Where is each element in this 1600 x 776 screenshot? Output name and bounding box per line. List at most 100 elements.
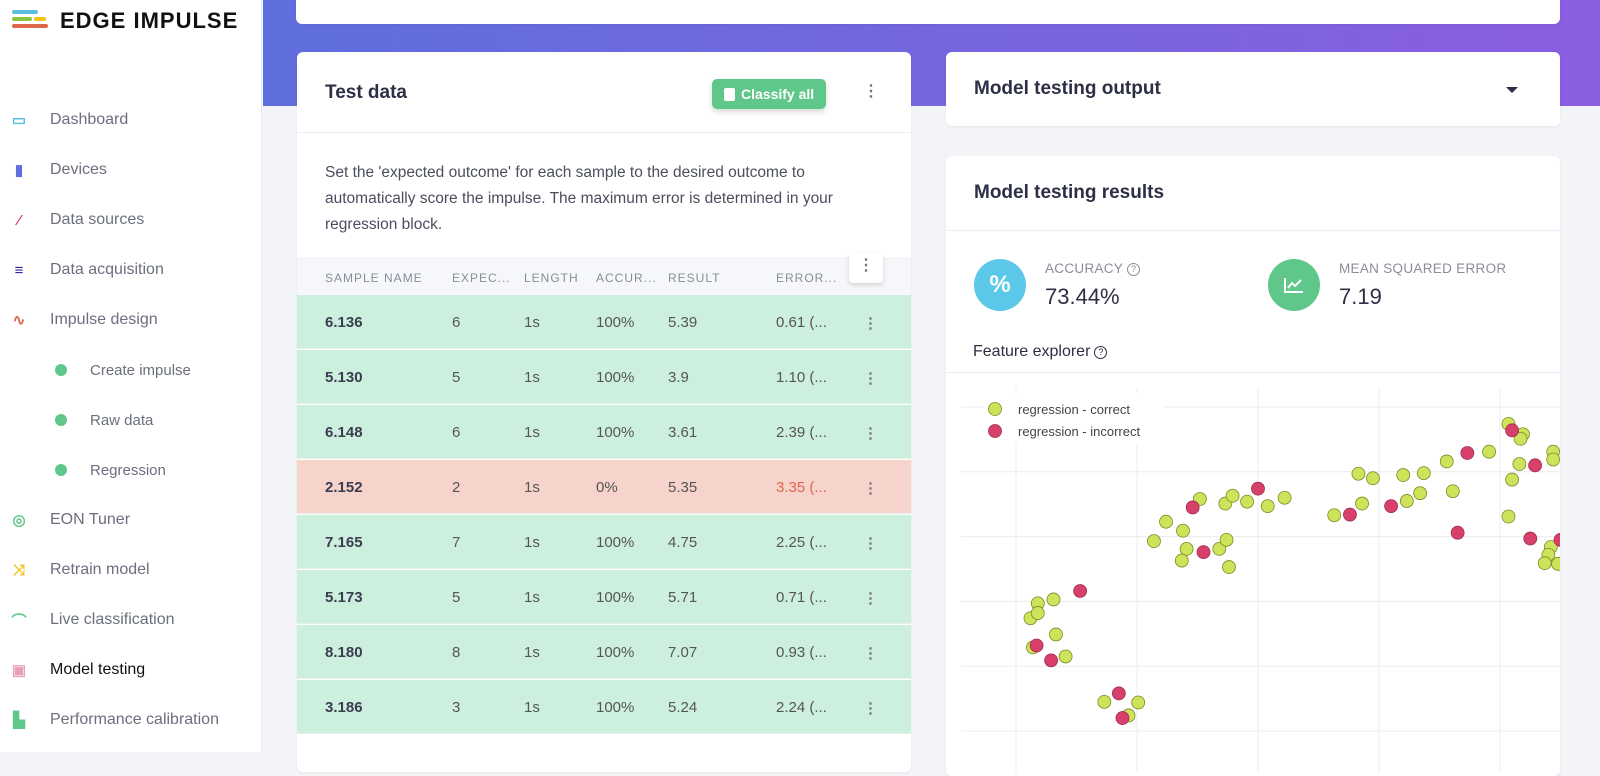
column-header-error[interactable]: ERROR...	[776, 271, 838, 285]
cell-name: 6.148	[325, 424, 363, 441]
sidebar-item-label: Impulse design	[50, 311, 158, 328]
classify-all-label: Classify all	[741, 86, 815, 102]
caret-down-icon[interactable]	[1506, 87, 1518, 93]
sidebar-item-retrain-model[interactable]: ⤨ Retrain model	[0, 550, 262, 590]
data-point-correct	[1225, 488, 1240, 503]
sidebar-item-regression[interactable]: Regression	[0, 450, 262, 490]
compass-icon: ◎	[12, 512, 26, 529]
data-point-correct	[1176, 523, 1190, 538]
sidebar-item-data-sources[interactable]: ⁄ Data sources	[0, 200, 262, 240]
test-data-menu-icon[interactable]: ⋮	[863, 83, 879, 100]
cell-result: 5.35	[668, 479, 698, 496]
row-menu-icon[interactable]: ⋮	[863, 480, 878, 497]
cell-accuracy: 100%	[596, 534, 635, 551]
row-menu-icon[interactable]: ⋮	[863, 535, 878, 552]
table-row[interactable]: 3.186 3 1s 100% 5.24 2.24 (... ⋮	[297, 680, 911, 734]
cell-accuracy: 100%	[596, 314, 635, 331]
data-point-correct	[1399, 494, 1414, 508]
row-menu-icon[interactable]: ⋮	[863, 590, 878, 607]
cell-length: 1s	[524, 644, 540, 661]
table-row[interactable]: 5.130 5 1s 100% 3.9 1.10 (... ⋮	[297, 350, 911, 404]
cell-name: 3.186	[325, 699, 363, 716]
sidebar-item-eon-tuner[interactable]: ◎ EON Tuner	[0, 500, 262, 540]
data-point-correct	[1131, 695, 1146, 710]
sidebar-item-model-testing[interactable]: ▣ Model testing	[0, 650, 262, 690]
sidebar-item-create-impulse[interactable]: Create impulse	[0, 350, 262, 390]
table-row[interactable]: 6.136 6 1s 100% 5.39 0.61 (... ⋮	[297, 295, 911, 349]
row-menu-icon[interactable]: ⋮	[863, 370, 878, 387]
cell-name: 8.180	[325, 644, 363, 661]
data-point-correct	[1058, 649, 1073, 664]
classify-all-button[interactable]: Classify all	[712, 79, 827, 109]
sidebar-item-performance-calibration[interactable]: ▙ Performance calibration	[0, 700, 262, 740]
model-testing-results-card: Model testing results % ACCURACY? 73.44%…	[946, 156, 1560, 776]
columns-menu-icon[interactable]: ⋮	[849, 253, 883, 283]
column-header-expected[interactable]: EXPEC...	[452, 271, 511, 285]
cell-length: 1s	[524, 589, 540, 606]
row-menu-icon[interactable]: ⋮	[863, 700, 878, 717]
data-point-incorrect	[1185, 500, 1200, 515]
model-testing-results-title: Model testing results	[974, 182, 1165, 203]
data-point-correct	[1512, 457, 1527, 471]
line-chart-icon	[1268, 259, 1320, 311]
brand-logo[interactable]: EDGE IMPULSE	[12, 8, 238, 34]
divider	[946, 230, 1560, 231]
cell-length: 1s	[524, 424, 540, 441]
cell-result: 3.9	[668, 369, 689, 386]
table-row[interactable]: 5.173 5 1s 100% 5.71 0.71 (... ⋮	[297, 570, 911, 624]
cell-accuracy: 0%	[596, 479, 618, 496]
row-menu-icon[interactable]: ⋮	[863, 645, 878, 662]
sidebar-item-live-classification[interactable]: ⌒ Live classification	[0, 600, 262, 640]
data-point-correct	[1097, 694, 1112, 709]
shuffle-icon: ⤨	[12, 561, 25, 579]
column-header-accuracy[interactable]: ACCUR...	[596, 271, 657, 285]
data-point-correct	[1212, 542, 1227, 556]
feature-explorer-title: Feature explorer?	[973, 343, 1108, 361]
data-point-incorrect	[1111, 686, 1126, 701]
column-header-sample-name[interactable]: SAMPLE NAME	[325, 271, 423, 285]
sidebar-item-devices[interactable]: ▮ Devices	[0, 150, 262, 190]
sidebar-item-data-acquisition[interactable]: ≡ Data acquisition	[0, 250, 262, 290]
sidebar-item-label: Model testing	[50, 661, 146, 678]
table-row[interactable]: 7.165 7 1s 100% 4.75 2.25 (... ⋮	[297, 515, 911, 569]
database-icon: ≡	[14, 261, 24, 279]
magic-wand-icon: ⁄	[17, 211, 21, 229]
data-point-incorrect	[1505, 423, 1519, 438]
accuracy-label: ACCURACY?	[1045, 261, 1141, 276]
feature-explorer-chart[interactable]: regression - correct regression - incorre…	[946, 373, 1560, 773]
data-point-incorrect	[1384, 499, 1399, 514]
cell-name: 5.130	[325, 369, 363, 386]
data-point-incorrect	[1115, 711, 1130, 725]
sidebar-item-raw-data[interactable]: Raw data	[0, 400, 262, 440]
table-row[interactable]: 8.180 8 1s 100% 7.07 0.93 (... ⋮	[297, 625, 911, 679]
legend-background	[984, 393, 1164, 443]
data-point-incorrect	[1251, 481, 1265, 496]
help-icon[interactable]: ?	[1127, 263, 1141, 276]
table-row[interactable]: 2.152 2 1s 0% 5.35 3.35 (... ⋮	[297, 460, 911, 514]
monitor-icon: ▭	[11, 112, 27, 129]
help-icon[interactable]: ?	[1094, 346, 1108, 359]
sidebar-item-impulse-design[interactable]: ∿ Impulse design	[0, 300, 262, 340]
table-row[interactable]: 6.148 6 1s 100% 3.61 2.39 (... ⋮	[297, 405, 911, 459]
sidebar-item-label: Devices	[50, 161, 107, 178]
column-header-length[interactable]: LENGTH	[524, 271, 579, 285]
row-menu-icon[interactable]: ⋮	[863, 425, 878, 442]
column-header-result[interactable]: RESULT	[668, 271, 721, 285]
clipboard-check-icon	[724, 87, 735, 101]
data-point-correct	[1030, 606, 1045, 620]
cell-error: 2.39 (...	[776, 424, 827, 441]
brand-name: EDGE IMPULSE	[60, 8, 239, 33]
legend-label: regression - incorrect	[1018, 424, 1140, 439]
legend-marker	[988, 424, 1002, 438]
sidebar-item-label: Raw data	[90, 411, 154, 429]
cell-length: 1s	[524, 699, 540, 716]
accuracy-value: 73.44%	[1045, 284, 1120, 309]
sidebar-item-label: Data sources	[50, 211, 145, 228]
cell-length: 1s	[524, 314, 540, 331]
row-menu-icon[interactable]: ⋮	[863, 315, 878, 332]
test-data-description: Set the 'expected outcome' for each samp…	[325, 164, 833, 233]
sidebar-item-label: Dashboard	[50, 111, 129, 128]
model-testing-output-card[interactable]: Model testing output	[946, 52, 1560, 126]
sidebar-item-dashboard[interactable]: ▭ Dashboard	[0, 100, 262, 140]
cell-expected: 6	[452, 314, 461, 331]
